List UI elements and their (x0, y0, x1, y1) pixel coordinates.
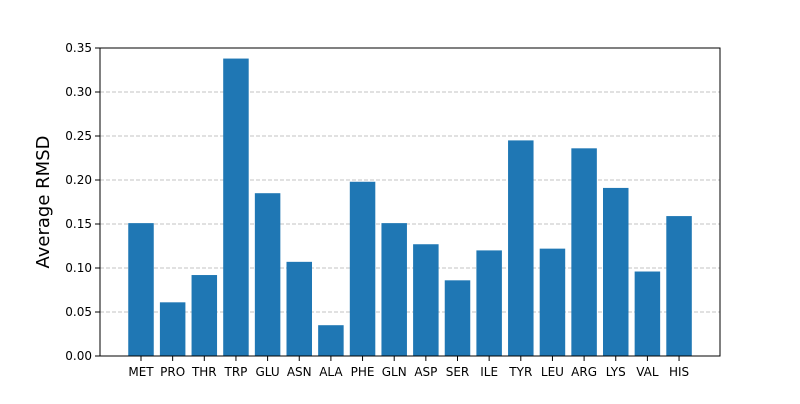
bars (128, 58, 692, 357)
x-tick-label: PHE (351, 365, 375, 379)
bar-asn (286, 261, 312, 356)
bar-pro (159, 302, 186, 356)
x-tick-label: MET (128, 365, 154, 379)
bar-ser (444, 280, 471, 356)
x-axis: MET PRO THR TRP GLU ASN ALA PHE GLN ASP SER ILE TYR L… (128, 356, 689, 379)
x-tick-label: TRP (223, 365, 247, 379)
bar-asp (413, 244, 439, 356)
x-tick-label: ASN (287, 365, 312, 379)
bar-tyr (508, 140, 534, 356)
x-tick-label: HIS (669, 365, 689, 379)
bar-gln (381, 223, 407, 356)
bar-glu (254, 193, 281, 356)
y-tick-label: 0.20 (65, 173, 92, 187)
bar-arg (571, 148, 597, 356)
plot-frame (99, 47, 721, 357)
x-tick-label: GLU (256, 365, 280, 379)
bar-phe (349, 181, 376, 356)
x-tick-label: ALA (319, 365, 343, 379)
x-tick-label: THR (191, 365, 217, 379)
bar-trp (223, 58, 249, 357)
bar-lys (603, 187, 629, 356)
y-axis-label: Average RMSD (33, 136, 54, 269)
y-tick-label: 0.10 (65, 261, 92, 275)
y-tick-label: 0.30 (65, 85, 92, 99)
bar-leu (539, 248, 566, 356)
bar-met (128, 223, 154, 356)
x-tick-label: SER (446, 365, 470, 379)
bar-thr (191, 275, 218, 356)
y-axis: 0.00 0.05 0.10 0.15 0.20 0.25 0.30 0.35 (65, 41, 100, 363)
x-tick-label: TYR (508, 365, 532, 379)
x-tick-label: PRO (160, 365, 185, 379)
x-tick-label: LEU (541, 365, 564, 379)
y-tick-label: 0.15 (65, 217, 92, 231)
bar-val (634, 271, 661, 356)
bar-his (666, 216, 692, 356)
y-tick-label: 0.25 (65, 129, 92, 143)
bar-ile (476, 250, 502, 356)
x-tick-label: ASP (414, 365, 437, 379)
y-tick-label: 0.00 (65, 349, 92, 363)
x-tick-label: ARG (571, 365, 597, 379)
y-tick-label: 0.35 (65, 41, 92, 55)
x-tick-label: GLN (382, 365, 407, 379)
bar-ala (318, 325, 344, 356)
x-tick-label: VAL (636, 365, 659, 379)
y-tick-label: 0.05 (65, 305, 92, 319)
x-tick-label: LYS (606, 365, 626, 379)
x-tick-label: ILE (480, 365, 498, 379)
